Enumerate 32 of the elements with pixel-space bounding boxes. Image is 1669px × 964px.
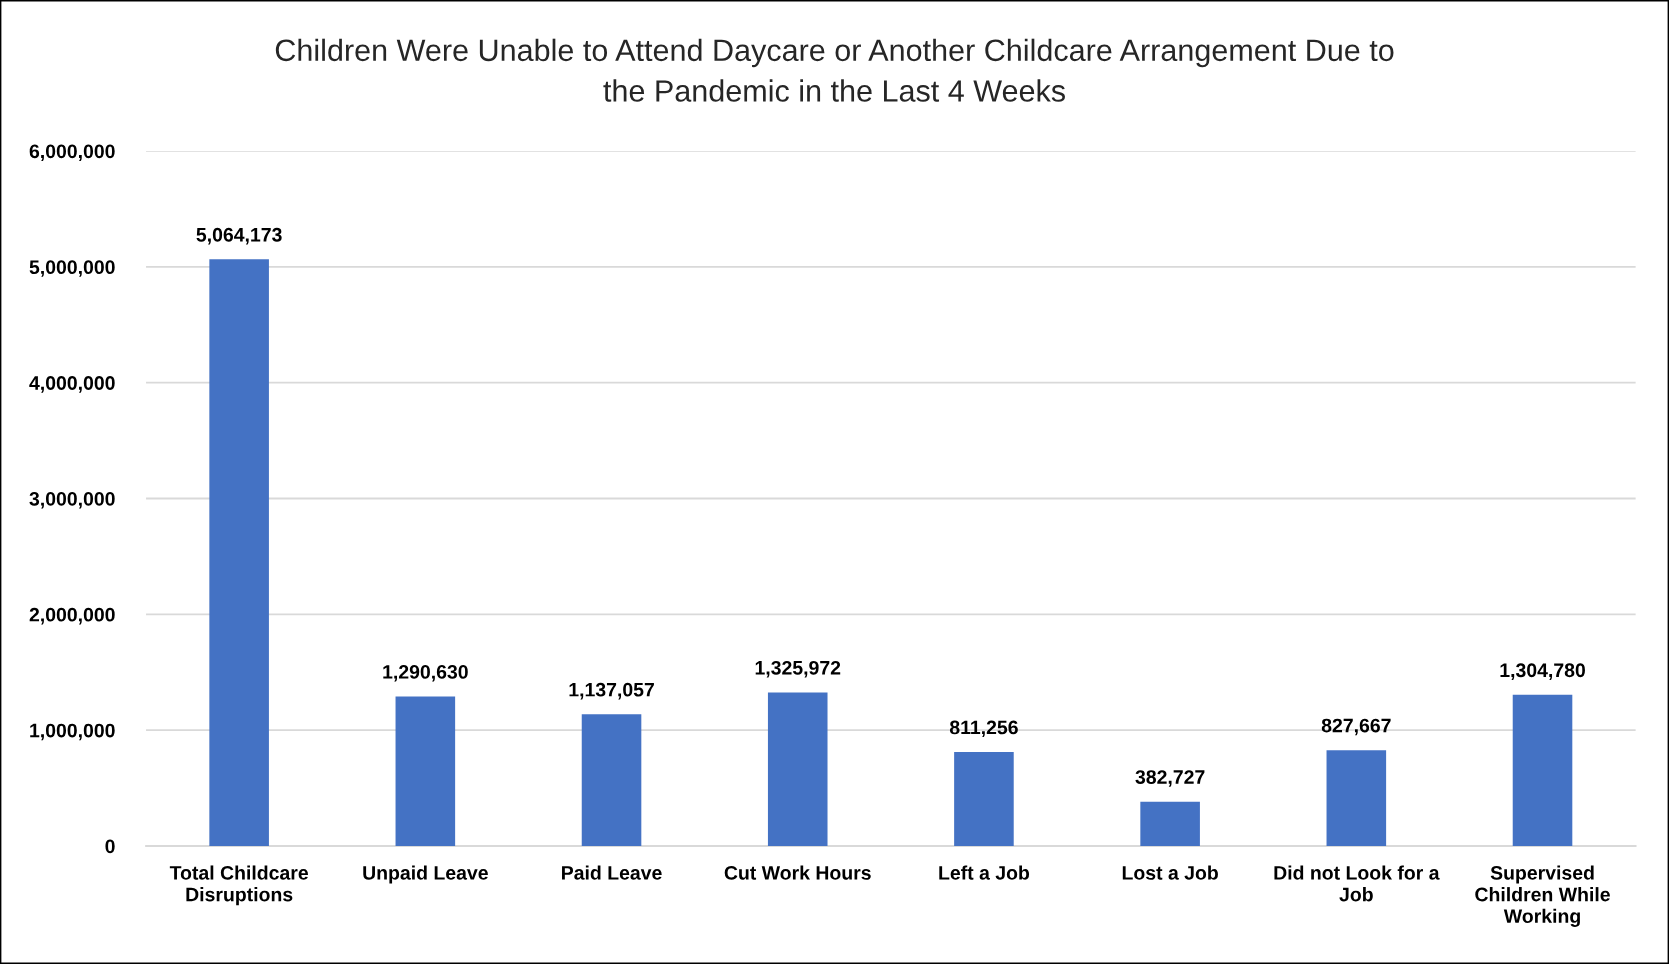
bar xyxy=(767,692,828,847)
x-tick-label: Left a Job xyxy=(939,865,1030,880)
y-tick-label: 0 xyxy=(105,839,115,854)
data-label: 1,137,057 xyxy=(569,682,654,700)
x-tick-label: Paid Leave xyxy=(562,865,662,880)
x-tick-label: Supervised Children While Working xyxy=(1475,865,1610,927)
y-tick-label: 5,000,000 xyxy=(29,260,115,277)
x-tick-label: Cut Work Hours xyxy=(724,865,871,880)
bar xyxy=(1512,694,1573,847)
y-tick-label: 1,000,000 xyxy=(30,723,115,741)
bar xyxy=(1326,750,1387,847)
bar xyxy=(395,696,456,847)
y-tick-label: 2,000,000 xyxy=(29,607,115,625)
x-tick-label: Did not Look for a Job xyxy=(1274,865,1440,902)
y-tick-label: 3,000,000 xyxy=(29,491,115,509)
data-label: 1,304,780 xyxy=(1500,663,1585,680)
data-label: 1,325,972 xyxy=(755,660,841,678)
chart-title: Children Were Unable to Attend Daycare or Another Childcare Arrangement Due to the Pandemic in the Last 4 Weeks xyxy=(275,38,1394,102)
data-label: 811,256 xyxy=(949,720,1018,738)
x-tick-label: Lost a Job xyxy=(1122,865,1218,880)
bar xyxy=(581,714,642,847)
x-tick-label: Total Childcare Disruptions xyxy=(169,865,308,906)
data-label: 5,064,173 xyxy=(196,227,282,245)
data-label: 1,290,630 xyxy=(383,665,468,682)
data-label: 382,727 xyxy=(1135,770,1205,787)
x-tick-label: Unpaid Leave xyxy=(363,865,488,884)
data-label: 827,667 xyxy=(1321,718,1391,736)
y-tick-label: 4,000,000 xyxy=(29,376,115,393)
bar xyxy=(209,259,269,847)
bar xyxy=(954,752,1014,847)
y-tick-label: 6,000,000 xyxy=(29,144,115,162)
bar xyxy=(1140,801,1200,847)
